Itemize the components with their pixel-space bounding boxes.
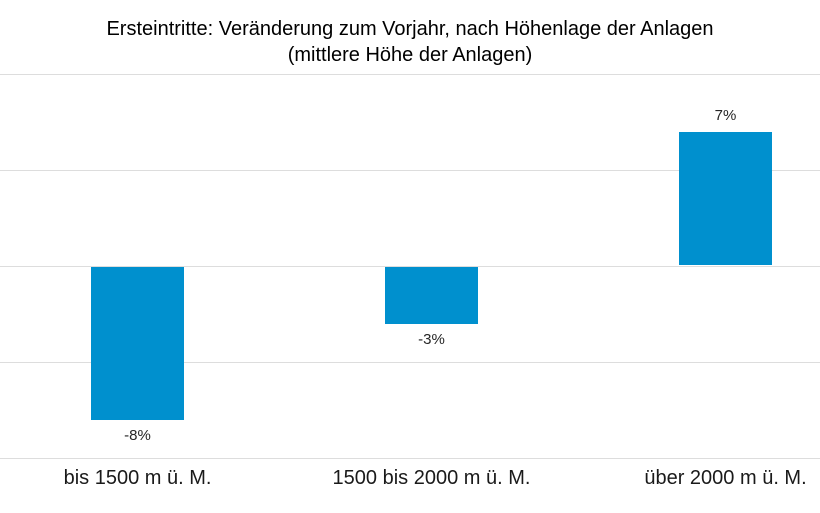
gridline bbox=[0, 266, 820, 267]
gridline bbox=[0, 458, 820, 459]
value-label-bis-1500-m: -8% bbox=[124, 426, 151, 444]
category-label-ueber-2000-m: über 2000 m ü. M. bbox=[644, 467, 807, 489]
chart-title-line1: Ersteintritte: Veränderung zum Vorjahr, … bbox=[106, 18, 714, 40]
gridline bbox=[0, 74, 820, 75]
value-label-1500-bis-2000-m: -3% bbox=[418, 330, 445, 348]
category-label-1500-bis-2000-m: 1500 bis 2000 m ü. M. bbox=[332, 467, 531, 489]
gridline bbox=[0, 362, 820, 363]
bar-bis-1500-m bbox=[91, 267, 184, 420]
chart-title: Ersteintritte: Veränderung zum Vorjahr, … bbox=[0, 0, 820, 68]
chart-title-line2: (mittlere Höhe der Anlagen) bbox=[287, 44, 533, 66]
category-label-bis-1500-m: bis 1500 m ü. M. bbox=[63, 467, 212, 489]
bar-ueber-2000-m bbox=[679, 132, 772, 265]
value-label-ueber-2000-m: 7% bbox=[714, 106, 737, 124]
gridline bbox=[0, 170, 820, 171]
bar-1500-bis-2000-m bbox=[385, 267, 478, 324]
